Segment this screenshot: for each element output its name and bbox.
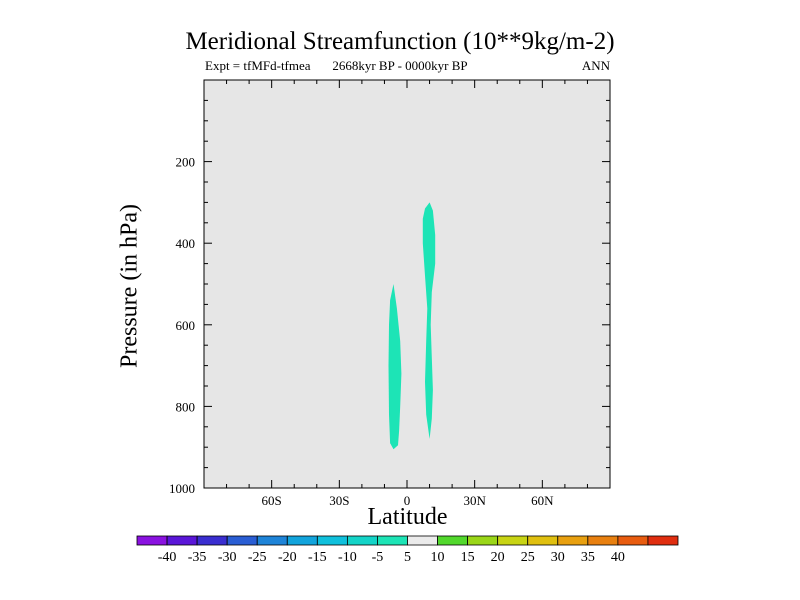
colorbar-label: -10 bbox=[338, 550, 357, 565]
colorbar bbox=[136, 535, 679, 546]
colorbar-label: -35 bbox=[188, 550, 207, 565]
colorbar-label: 35 bbox=[581, 550, 595, 565]
y-tick-label: 800 bbox=[176, 399, 196, 414]
colorbar-box bbox=[407, 535, 438, 546]
colorbar-box bbox=[346, 535, 378, 546]
x-tick-label: 30N bbox=[463, 493, 486, 508]
minor-ticks bbox=[204, 80, 610, 488]
colorbar-box bbox=[286, 535, 318, 546]
colorbar-box bbox=[587, 535, 619, 546]
colorbar-labels: -40 -35 -30 -25 -20 -15 -10 -5 5 10 15 20 25 30 35 40 bbox=[158, 550, 625, 565]
subtitle-experiment: Expt = tfMFd-tfmea bbox=[205, 58, 311, 73]
x-tick-label: 0 bbox=[404, 493, 411, 508]
colorbar-label: 30 bbox=[551, 550, 565, 565]
colorbar-label: 40 bbox=[611, 550, 625, 565]
colorbar-label: -20 bbox=[278, 550, 297, 565]
colorbar-label: 10 bbox=[431, 550, 445, 565]
colorbar-label: -30 bbox=[218, 550, 237, 565]
colorbar-box bbox=[226, 535, 258, 546]
colorbar-label: 15 bbox=[461, 550, 475, 565]
colorbar-box bbox=[617, 535, 649, 546]
colorbar-box bbox=[497, 535, 529, 546]
contour-regions bbox=[388, 202, 436, 450]
contour-fill-cell-near-7S bbox=[388, 284, 402, 450]
chart-title: Meridional Streamfunction (10**9kg/m-2) bbox=[185, 28, 615, 55]
colorbar-label: -25 bbox=[248, 550, 267, 565]
y-tick-label: 600 bbox=[176, 318, 196, 333]
colorbar-label: -40 bbox=[158, 550, 177, 565]
x-tick-label: 60N bbox=[531, 493, 554, 508]
colorbar-box bbox=[196, 535, 228, 546]
x-axis-label: Latitude bbox=[367, 504, 448, 530]
colorbar-label: -15 bbox=[308, 550, 327, 565]
colorbar-label: 25 bbox=[521, 550, 535, 565]
colorbar-box bbox=[377, 535, 408, 546]
x-tick-label: 30S bbox=[329, 493, 349, 508]
colorbar-box bbox=[166, 535, 198, 546]
colorbar-box bbox=[316, 535, 348, 546]
subtitle-period: 2668kyr BP - 0000kyr BP bbox=[332, 58, 468, 73]
y-tick-label: 400 bbox=[176, 236, 196, 251]
plot-frame bbox=[203, 79, 611, 489]
colorbar-box bbox=[467, 535, 499, 546]
colorbar-box bbox=[527, 535, 559, 546]
x-tick-labels: 60S 30S 0 30N 60N bbox=[262, 493, 555, 508]
colorbar-box bbox=[647, 535, 679, 546]
y-tick-labels: 200 400 600 800 1000 bbox=[169, 155, 195, 496]
x-tick-label: 60S bbox=[262, 493, 282, 508]
colorbar-label: 20 bbox=[491, 550, 505, 565]
y-tick-label: 1000 bbox=[169, 481, 195, 496]
colorbar-box bbox=[437, 535, 469, 546]
colorbar-box bbox=[136, 535, 168, 546]
colorbar-label: 5 bbox=[404, 550, 411, 565]
contour-fill-cell-near-10N bbox=[422, 202, 436, 439]
colorbar-box bbox=[256, 535, 288, 546]
colorbar-label: -5 bbox=[372, 550, 384, 565]
plot-area bbox=[204, 80, 610, 488]
y-tick-label: 200 bbox=[176, 155, 196, 170]
colorbar-box bbox=[557, 535, 589, 546]
subtitle-season: ANN bbox=[581, 58, 610, 73]
